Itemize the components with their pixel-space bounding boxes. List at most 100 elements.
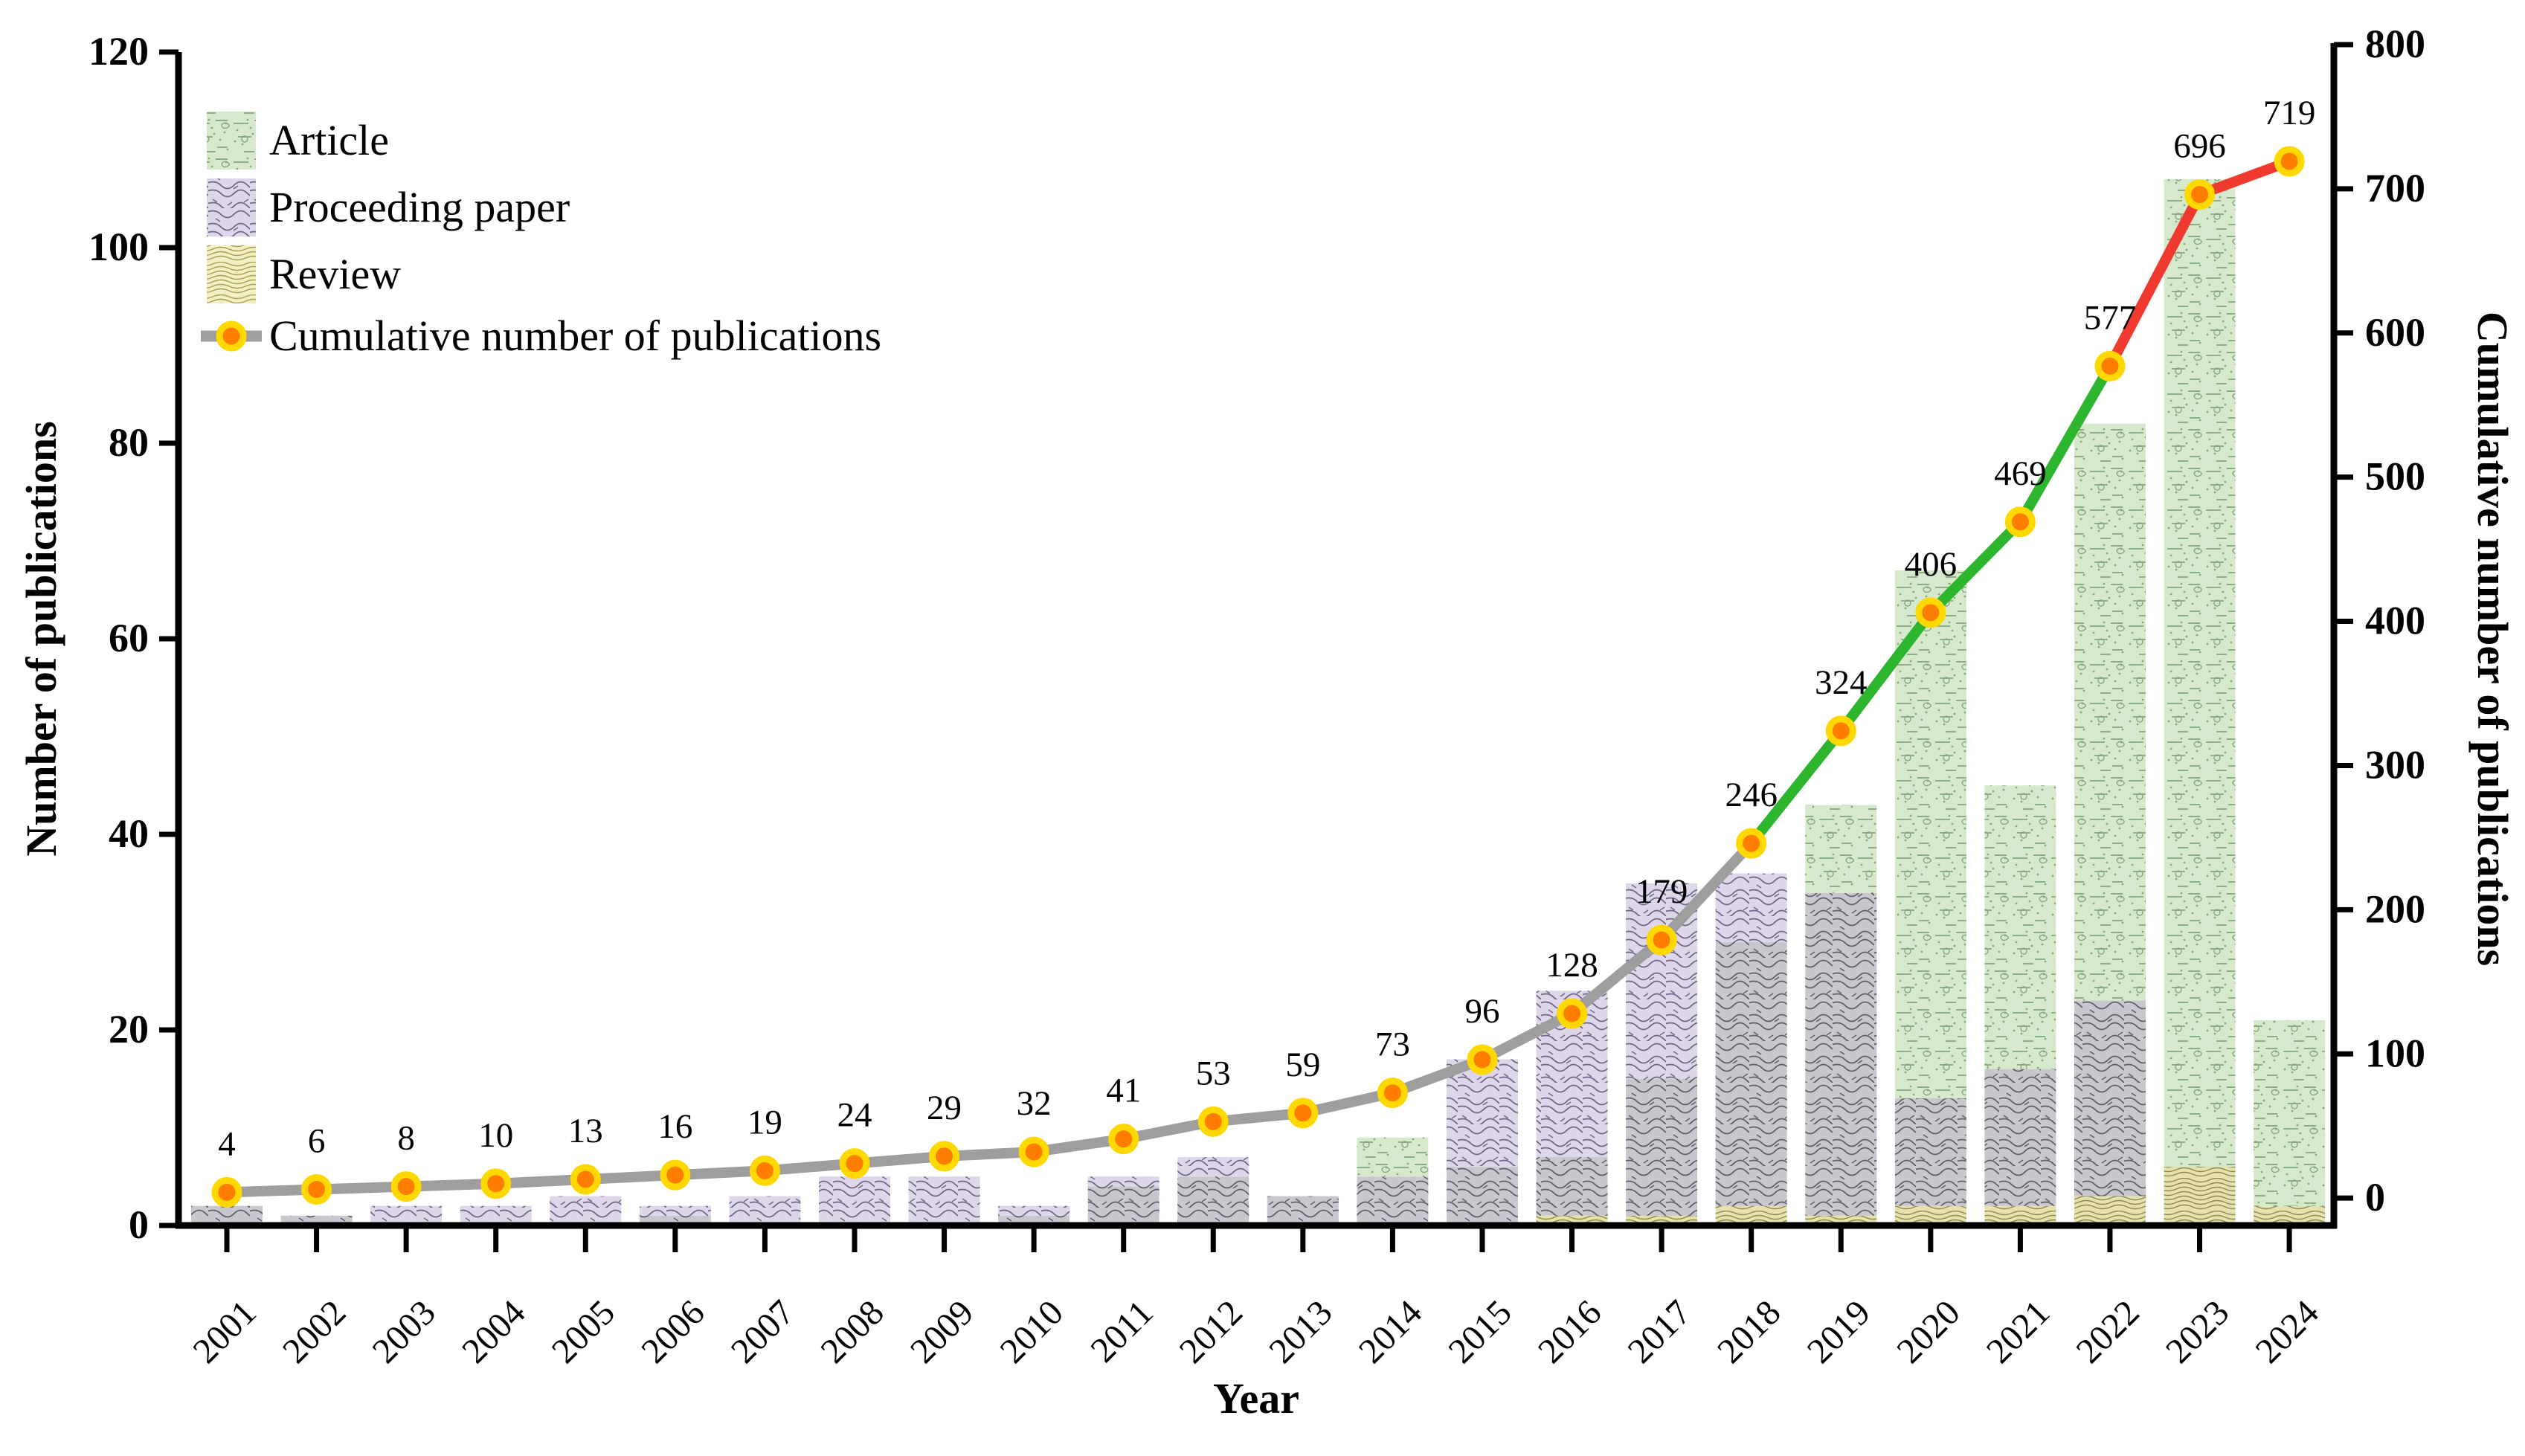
bar-2018-article-proceeding-overlap-segment xyxy=(1715,941,1787,1206)
cumulative-label-2010: 32 xyxy=(1017,1084,1052,1123)
bar-2017-article-proceeding-overlap-segment xyxy=(1626,1078,1698,1216)
bar-2015 xyxy=(1446,1059,1518,1225)
cumulative-label-2006: 16 xyxy=(657,1107,692,1146)
cumulative-label-2018: 246 xyxy=(1725,776,1778,814)
cumulative-label-2015: 96 xyxy=(1464,992,1499,1031)
bar-2019-article-segment xyxy=(1805,805,1877,893)
year-label-2006: 2006 xyxy=(634,1292,712,1370)
cumulative-point-2014 xyxy=(1377,1077,1408,1109)
bar-2009 xyxy=(908,1176,980,1225)
legend-swatch-article xyxy=(207,112,256,170)
bar-2018-proceeding-segment xyxy=(1715,873,1787,942)
cumulative-point-2012 xyxy=(1197,1106,1229,1137)
left-tick-label-40: 40 xyxy=(109,811,149,856)
cumulative-point-2005 xyxy=(570,1164,601,1195)
bar-2006-proceeding-segment xyxy=(639,1205,711,1216)
cumulative-label-2004: 10 xyxy=(478,1116,513,1155)
cumulative-point-2019 xyxy=(1825,715,1856,747)
cumulative-label-2022: 577 xyxy=(2084,298,2137,337)
year-label-2019: 2019 xyxy=(1800,1292,1878,1370)
cumulative-point-2023 xyxy=(2184,179,2216,210)
right-axis-title: Cumulative number of publications xyxy=(2468,312,2517,966)
legend-marker-sample xyxy=(216,320,247,352)
cumulative-point-2017 xyxy=(1646,924,1677,956)
bar-2019 xyxy=(1805,805,1877,1225)
cumulative-point-2021 xyxy=(2004,506,2036,538)
year-label-2009: 2009 xyxy=(903,1292,981,1370)
cumulative-label-2024: 719 xyxy=(2263,94,2316,132)
cumulative-label-2014: 73 xyxy=(1375,1025,1410,1064)
cumulative-label-2001: 4 xyxy=(218,1124,236,1163)
cumulative-point-2007 xyxy=(749,1155,780,1186)
year-label-2005: 2005 xyxy=(544,1292,623,1370)
bar-2012-article-proceeding-overlap-segment xyxy=(1177,1176,1249,1225)
cumulative-point-2004 xyxy=(480,1168,512,1199)
bar-2021-article-proceeding-overlap-segment xyxy=(1984,1069,2056,1206)
bar-2014-article-proceeding-overlap-segment xyxy=(1357,1176,1429,1225)
cumulative-point-2001 xyxy=(211,1176,242,1208)
bar-2021 xyxy=(1984,785,2056,1225)
year-label-2017: 2017 xyxy=(1621,1292,1699,1370)
bar-2015-proceeding-segment xyxy=(1446,1059,1518,1167)
cumulative-label-2021: 469 xyxy=(1994,454,2047,493)
cumulative-point-2002 xyxy=(301,1174,332,1205)
right-tick-label-200: 200 xyxy=(2365,886,2425,931)
year-label-2008: 2008 xyxy=(813,1292,891,1370)
cumulative-label-2008: 24 xyxy=(837,1096,872,1135)
legend: Article Proceeding paper Review Cumulative … xyxy=(201,112,881,360)
bar-2019-article-proceeding-overlap-segment xyxy=(1805,892,1877,1216)
left-tick-label-100: 100 xyxy=(89,225,149,269)
legend-label-3: Cumulative number of publications xyxy=(269,312,881,360)
bar-2022-article-segment xyxy=(2074,423,2146,1001)
bar-2007-proceeding-segment xyxy=(729,1196,801,1225)
left-tick-label-60: 60 xyxy=(109,616,149,660)
cumulative-label-2013: 59 xyxy=(1285,1046,1320,1084)
bar-2016-article-proceeding-overlap-segment xyxy=(1536,1156,1608,1216)
right-tick-label-100: 100 xyxy=(2365,1031,2425,1075)
cumulative-label-2007: 19 xyxy=(747,1103,782,1141)
year-label-2022: 2022 xyxy=(2068,1292,2146,1370)
bar-2022 xyxy=(2074,423,2146,1225)
bar-2023-article-segment xyxy=(2164,178,2236,1167)
right-tick-label-800: 800 xyxy=(2365,22,2425,66)
bar-2008 xyxy=(818,1176,890,1225)
left-tick-label-80: 80 xyxy=(109,420,149,465)
left-tick-label-120: 120 xyxy=(89,29,149,74)
bar-2008-proceeding-segment xyxy=(818,1176,890,1225)
cumulative-label-2019: 324 xyxy=(1815,663,1868,702)
legend-swatch-proceeding-paper xyxy=(207,178,256,236)
left-tick-label-20: 20 xyxy=(109,1007,149,1051)
legend-label-1: Proceeding paper xyxy=(269,183,570,231)
cumulative-point-2013 xyxy=(1287,1098,1319,1129)
cumulative-label-2002: 6 xyxy=(308,1122,326,1161)
right-tick-label-700: 700 xyxy=(2365,166,2425,210)
bar-2014 xyxy=(1357,1137,1429,1225)
bars-group xyxy=(191,178,2326,1225)
cumulative-point-2022 xyxy=(2094,350,2126,381)
right-tick-label-400: 400 xyxy=(2365,599,2425,643)
bar-2013 xyxy=(1267,1196,1339,1225)
bar-2009-proceeding-segment xyxy=(908,1176,980,1225)
left-axis-title: Number of publications xyxy=(17,421,65,856)
cumulative-point-2018 xyxy=(1736,828,1767,859)
year-label-2020: 2020 xyxy=(1889,1292,1967,1370)
bar-2020-article-proceeding-overlap-segment xyxy=(1894,1098,1966,1206)
cumulative-label-2012: 53 xyxy=(1196,1054,1231,1092)
cumulative-point-2003 xyxy=(390,1171,422,1202)
bar-2005-proceeding-segment xyxy=(550,1196,622,1225)
year-label-2004: 2004 xyxy=(454,1292,533,1370)
cumulative-label-2016: 128 xyxy=(1545,946,1598,985)
year-label-2011: 2011 xyxy=(1083,1292,1160,1370)
year-label-2016: 2016 xyxy=(1531,1292,1609,1370)
legend-label-2: Review xyxy=(269,250,401,298)
year-label-2001: 2001 xyxy=(185,1292,263,1370)
cumulative-point-2020 xyxy=(1915,597,1946,628)
year-label-2012: 2012 xyxy=(1172,1292,1250,1370)
cumulative-point-2009 xyxy=(929,1141,960,1172)
legend-swatch-review xyxy=(207,245,256,303)
right-tick-label-0: 0 xyxy=(2365,1175,2385,1220)
legend-label-0: Article xyxy=(269,116,389,164)
bar-2014-article-segment xyxy=(1357,1137,1429,1177)
bar-2023 xyxy=(2164,178,2236,1225)
